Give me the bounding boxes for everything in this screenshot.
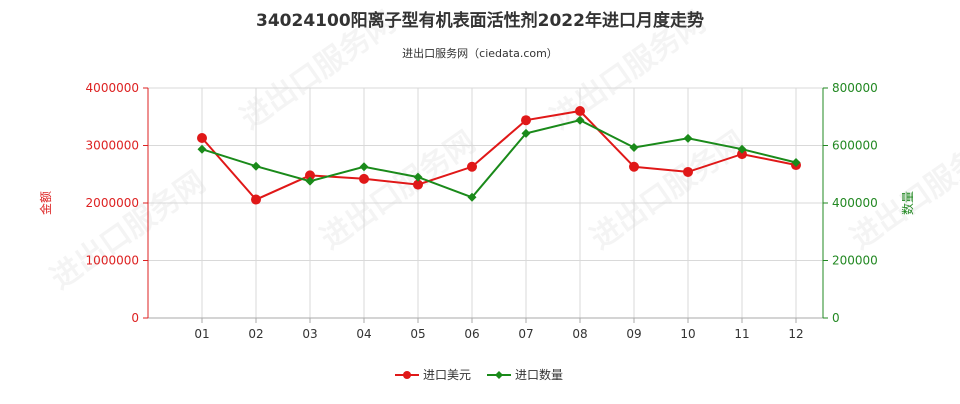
series-2-point [791, 157, 801, 167]
series-2-point [575, 115, 585, 125]
watermark-text: 进出口服务网 [585, 125, 753, 257]
x-tick-label: 05 [410, 327, 425, 341]
series-2-point [359, 162, 369, 172]
chart-subtitle: 进出口服务网（ciedata.com） [402, 46, 558, 60]
series-1-point [737, 149, 747, 160]
y-left-axis-label: 金额 [38, 191, 53, 215]
series-1-point [359, 173, 369, 184]
series-2-point [521, 128, 531, 138]
y-right-tick-label: 0 [832, 311, 840, 325]
series-1-point [629, 161, 639, 172]
x-tick-label: 10 [680, 327, 695, 341]
series-2-point [629, 143, 639, 153]
series-2-point [467, 192, 477, 202]
legend-label: 进口数量 [515, 367, 563, 382]
y-right-tick-label: 600000 [832, 139, 878, 153]
y-left-tick-label: 2000000 [86, 196, 139, 210]
y-right-axis-label: 数量 [900, 191, 915, 215]
y-left-tick-label: 0 [131, 311, 139, 325]
y-right-tick-label: 200000 [832, 254, 878, 268]
series-2-point [413, 172, 423, 182]
series-2-point [197, 144, 207, 154]
x-tick-label: 07 [518, 327, 533, 341]
grid-layer [148, 87, 823, 318]
x-tick-label: 01 [194, 327, 209, 341]
series-2-point [305, 176, 315, 186]
x-tick-label: 06 [464, 327, 479, 341]
x-tick-label: 04 [356, 327, 371, 341]
series-line-2 [201, 119, 797, 199]
x-tick-label: 03 [302, 327, 317, 341]
series-1-point [683, 166, 693, 177]
x-tick-label: 09 [626, 327, 641, 341]
legend-marker [403, 371, 411, 379]
series-1-point [413, 179, 423, 190]
legend-marker [495, 371, 503, 379]
series-1-point [197, 133, 207, 144]
series-1-point [575, 106, 585, 116]
x-tick-label: 08 [572, 327, 587, 341]
series-1-point [305, 170, 315, 181]
x-tick-label: 11 [734, 327, 749, 341]
series-1-point [521, 115, 531, 126]
y-right-tick-label: 400000 [832, 196, 878, 210]
y-left-tick-label: 1000000 [86, 254, 139, 268]
y-right-tick-label: 800000 [832, 81, 878, 95]
series-layer [197, 106, 801, 205]
axis-layer: 01 02 03 04 05 06 07 08 09 10 11 120100000020000003… [86, 81, 878, 341]
series-1-point [251, 194, 261, 205]
x-tick-label: 02 [248, 327, 263, 341]
series-2-point [737, 144, 747, 154]
watermark-text: 进出口服务网 [45, 165, 213, 297]
legend-label: 进口美元 [423, 368, 471, 382]
chart-title: 34024100阳离子型有机表面活性剂2022年进口月度走势 [256, 10, 704, 31]
x-tick-label: 12 [788, 327, 803, 341]
legend: 进口美元 进口数量 [395, 367, 563, 382]
series-1-point [467, 161, 477, 172]
y-left-tick-label: 4000000 [86, 81, 139, 95]
series-2-point [683, 133, 693, 143]
series-2-point [251, 161, 261, 171]
y-left-tick-label: 3000000 [86, 139, 139, 153]
